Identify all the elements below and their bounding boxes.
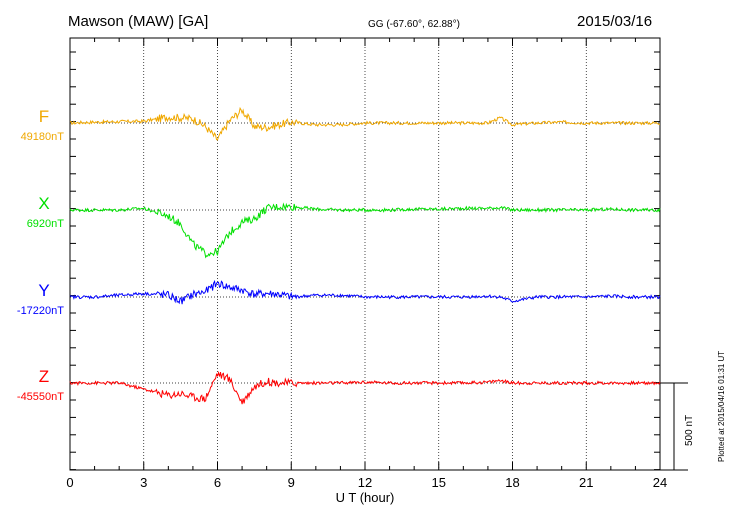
x-tick-label: 21: [579, 475, 593, 490]
series-line-y: [69, 279, 661, 305]
grid-lines: [143, 38, 587, 470]
series-line-f: [69, 106, 660, 141]
baseline-value-y: -17220nT: [17, 305, 64, 317]
x-axis-ticks: 0 3 6 9 12 15 18 21 24: [66, 38, 667, 490]
station-title: Mawson (MAW) [GA]: [68, 13, 208, 30]
scale-bar-label: 500 nT: [684, 415, 695, 446]
series-labels: F 49180nT X 6920nT Y -17220nT Z -45550nT: [17, 107, 64, 403]
coordinates-label: GG (-67.60°, 62.88°): [368, 19, 460, 30]
x-tick-label: 12: [358, 475, 372, 490]
x-tick-label: 3: [140, 475, 147, 490]
x-tick-label: 15: [432, 475, 446, 490]
baseline-value-x: 6920nT: [27, 218, 65, 230]
date-label: 2015/03/16: [577, 13, 652, 30]
series-name-x: X: [38, 194, 49, 213]
x-tick-label: 24: [653, 475, 667, 490]
baseline-value-z: -45550nT: [17, 391, 64, 403]
x-tick-label: 18: [505, 475, 519, 490]
series-name-f: F: [39, 107, 49, 126]
series-lines: [69, 106, 661, 405]
plotted-note: Plotted at 2015/04/16 01:31 UT: [717, 351, 726, 462]
series-name-y: Y: [38, 281, 49, 300]
series-line-z: [69, 370, 661, 405]
series-line-x: [69, 202, 661, 259]
series-name-z: Z: [39, 367, 49, 386]
minor-ticks: [70, 38, 660, 471]
x-tick-label: 9: [288, 475, 295, 490]
x-tick-label: 6: [214, 475, 221, 490]
baseline-value-f: 49180nT: [21, 131, 65, 143]
x-tick-label: 0: [66, 475, 73, 490]
x-axis-label: U T (hour): [336, 490, 395, 505]
